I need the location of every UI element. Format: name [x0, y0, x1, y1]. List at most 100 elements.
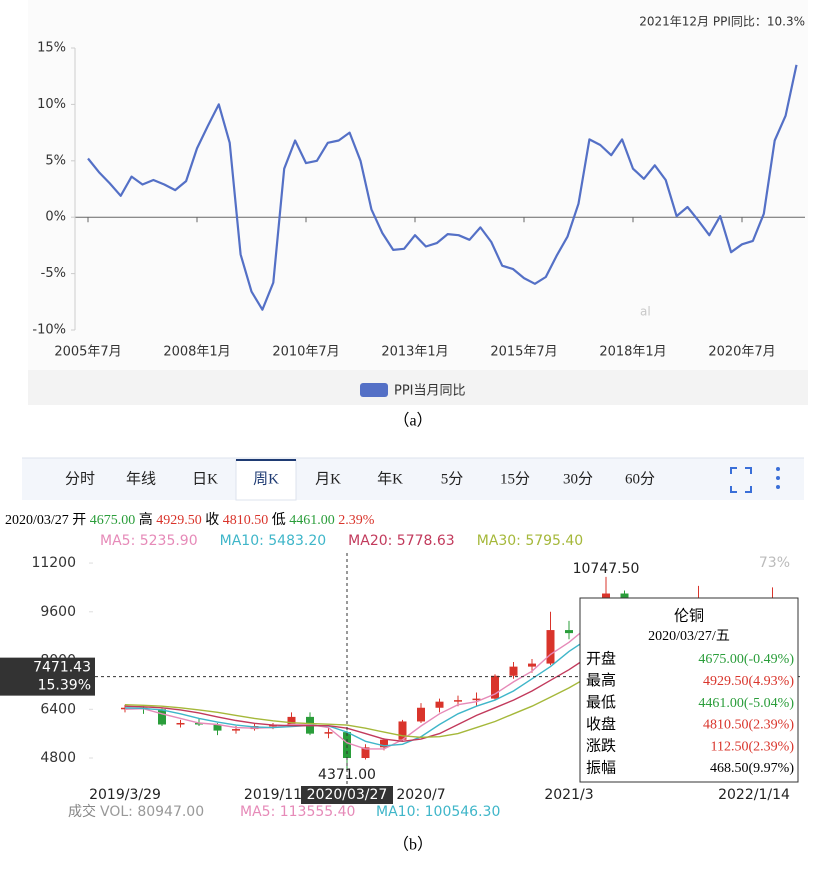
ma-label: MA5: 5235.90: [100, 533, 198, 549]
tooltip-value: 468.50(9.97%): [710, 761, 794, 776]
tooltip-field: 最低: [586, 694, 616, 711]
crosshair-value: 7471.43: [33, 660, 91, 676]
candle-body: [158, 709, 166, 725]
tab[interactable]: 分时: [65, 470, 95, 487]
x-tick-label: 2013年1月: [381, 345, 448, 360]
tab[interactable]: 日K: [192, 471, 218, 487]
tab[interactable]: 周K: [253, 470, 279, 487]
ma-label: MA10: 5483.20: [220, 533, 327, 549]
candle-body: [213, 724, 222, 731]
legend-swatch: [360, 383, 388, 397]
y-tick-label: 0%: [45, 210, 66, 225]
quote-field: 4929.50: [153, 513, 202, 528]
x-tick-label: 2022/1/14: [718, 787, 790, 803]
legend-label: PPI当月同比: [394, 384, 466, 399]
candle-body: [472, 698, 481, 701]
candle-body: [380, 739, 388, 748]
tab[interactable]: 月K: [315, 471, 341, 487]
quote-info: 2020/03/27 开 4675.00 高 4929.50 收 4810.50…: [5, 511, 375, 528]
y-tick-label: -10%: [32, 323, 66, 338]
candle-body: [121, 707, 129, 710]
tooltip-title: 伦铜: [674, 607, 704, 624]
annotation: 2021年12月 PPI同比：10.3%: [639, 15, 805, 29]
tab[interactable]: 30分: [563, 470, 593, 487]
ma-label: MA20: 5778.63: [348, 533, 455, 549]
tooltip-field: 振幅: [586, 759, 616, 776]
more-icon[interactable]: [776, 467, 780, 489]
min-label: 4371.00: [318, 767, 376, 783]
candle-body: [491, 675, 499, 699]
quote-field: 2.39%: [335, 513, 375, 528]
y-tick-label: 11200: [31, 555, 76, 571]
candle-body: [528, 663, 536, 667]
x-tick-label: 2010年7月: [272, 345, 339, 360]
crosshair-change: 15.39%: [38, 678, 91, 694]
tooltip-value: 4461.00(-5.04%): [698, 696, 794, 711]
y-tick-label: -5%: [41, 266, 66, 281]
tooltip: 伦铜 2020/03/27/五开盘 4675.00(-0.49%) 最高 4929.50…: [579, 597, 799, 783]
quote-field: 4461.00: [286, 513, 335, 528]
x-tick-label: 2019/3/29: [89, 787, 161, 803]
tab[interactable]: 60分: [625, 470, 655, 487]
candle-body: [509, 666, 518, 676]
x-tick-label: 2021/3: [544, 787, 593, 803]
tooltip-field: 收盘: [586, 715, 616, 733]
candle-body: [417, 707, 425, 722]
volume-field: VOL: 80947.00: [100, 804, 204, 820]
x-tick-label: 2008年1月: [163, 345, 230, 360]
icon-dot: [776, 476, 780, 480]
y-tick-label: 4800: [40, 750, 76, 766]
candle-body: [361, 747, 370, 759]
x-tick-label: 2019/11: [244, 787, 302, 803]
tab[interactable]: 年线: [126, 470, 156, 487]
quote-field: 收: [202, 512, 220, 528]
tab[interactable]: 5分: [441, 470, 464, 487]
x-tick-label: 2020年7月: [708, 345, 775, 360]
candle-body: [398, 721, 407, 740]
y-tick-label: 5%: [45, 153, 66, 168]
candle-body: [195, 722, 203, 725]
tab[interactable]: 15分: [500, 470, 530, 487]
tooltip-value: 112.50(2.39%): [711, 739, 795, 754]
ma-label: MA30: 5795.40: [477, 533, 584, 549]
fullscreen-icon[interactable]: [730, 467, 752, 493]
x-tick-label: 2005年7月: [54, 345, 121, 360]
y-tick-label: 10%: [37, 97, 66, 112]
line-series: [87, 64, 798, 311]
x-tick-label: 2018年1月: [599, 345, 666, 360]
tooltip-field: 最高: [586, 672, 616, 689]
y-tick-label: 15%: [37, 41, 66, 56]
candle-body: [269, 725, 277, 727]
corner-label: 73%: [759, 555, 790, 571]
tab-bar: [22, 458, 804, 500]
candle-body: [176, 722, 185, 725]
candle-body: [546, 630, 555, 664]
y-tick-label: 9600: [40, 604, 76, 620]
volume-field: 成交: [68, 803, 96, 820]
quote-field: 2020/03/27: [5, 513, 69, 528]
icon-dot: [776, 467, 780, 471]
tab[interactable]: 年K: [377, 470, 403, 487]
x-tick-label: 2020/7: [396, 787, 445, 803]
volume-field: MA10: 100546.30: [376, 804, 500, 820]
tooltip-field: 开盘: [586, 649, 616, 667]
crosshair-y-box: [0, 657, 95, 696]
candle-body: [324, 732, 333, 734]
candle-body: [565, 630, 573, 634]
quote-field: 高: [135, 511, 153, 528]
tooltip-value: 4929.50(4.93%): [703, 674, 794, 689]
panel-a: [28, 0, 808, 405]
tooltip-value: 4675.00(-0.49%): [698, 652, 794, 667]
candle-body: [454, 700, 462, 702]
tooltip-box: [579, 597, 799, 783]
ma-legend: MA5: 5235.90 MA10: 5483.20 MA20: 5778.63 MA…: [100, 533, 583, 549]
x-tick-label: 2020/03/27: [307, 787, 388, 803]
quote-field: 4810.50: [219, 513, 268, 528]
tooltip-date: 2020/03/27/五: [648, 629, 730, 644]
quote-field: 开: [69, 513, 87, 528]
caption: （a）: [393, 412, 432, 430]
candle-body: [232, 729, 240, 731]
candle-body: [287, 716, 296, 726]
